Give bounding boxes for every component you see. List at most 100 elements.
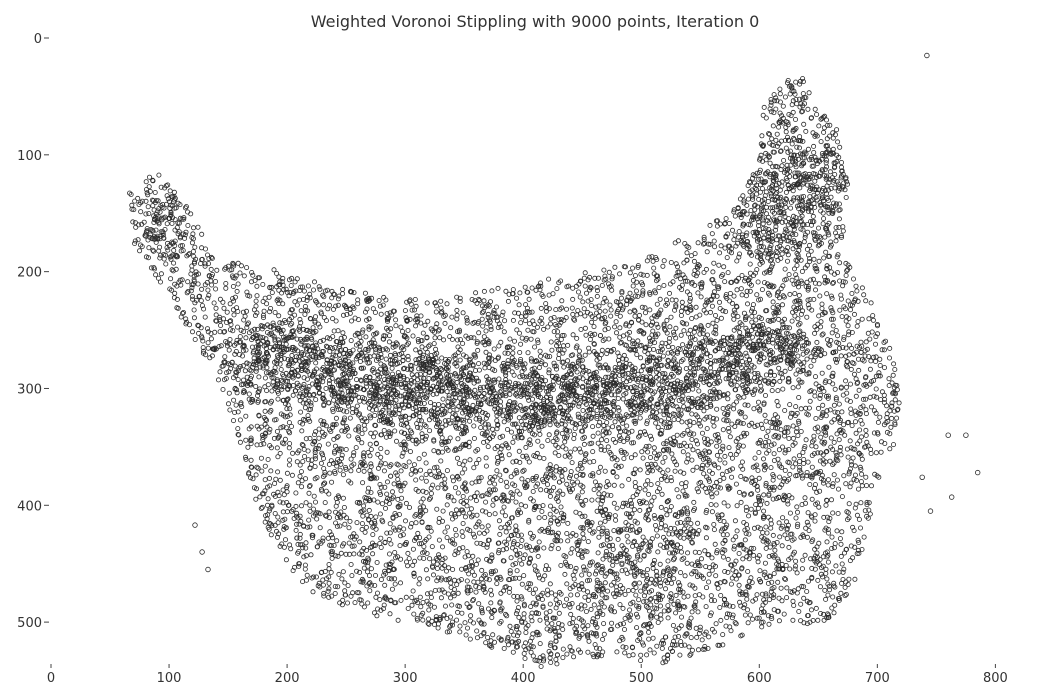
stipple-point <box>650 328 656 334</box>
stipple-point <box>275 520 281 526</box>
stipple-point <box>507 391 513 397</box>
stipple-point <box>708 610 714 616</box>
stipple-point <box>543 301 549 307</box>
stipple-point <box>262 375 268 381</box>
stipple-point <box>329 479 335 485</box>
stipple-point <box>863 444 869 450</box>
stipple-point <box>496 376 502 382</box>
stipple-point <box>787 325 793 331</box>
stipple-point <box>684 278 690 284</box>
stipple-point <box>518 314 524 320</box>
stipple-point <box>744 596 750 602</box>
stipple-point <box>198 298 204 304</box>
stipple-point <box>763 418 769 424</box>
stipple-point <box>392 550 398 556</box>
stipple-point <box>823 430 829 436</box>
stipple-point <box>670 373 676 379</box>
stipple-point <box>330 334 336 340</box>
stipple-point <box>235 308 241 314</box>
stipple-point <box>756 494 762 500</box>
stipple-point <box>755 467 761 473</box>
stipple-point <box>846 469 852 475</box>
stipple-point <box>455 590 461 596</box>
stipple-point <box>507 623 513 629</box>
stipple-point <box>322 500 328 506</box>
stipple-point <box>198 261 204 267</box>
stipple-point <box>718 593 724 599</box>
stipple-point <box>580 418 586 424</box>
stipple-point <box>397 543 403 549</box>
stipple-point <box>830 462 836 468</box>
stipple-point <box>275 396 281 402</box>
stipple-point <box>604 438 610 444</box>
stipple-point <box>348 562 354 568</box>
stipple-point <box>681 535 687 541</box>
stipple-point <box>790 617 796 623</box>
stipple-point <box>454 337 460 343</box>
stipple-point <box>720 632 726 638</box>
stipple-point <box>650 635 656 641</box>
stipple-point <box>488 592 494 598</box>
stipple-point <box>501 646 507 652</box>
stipple-point <box>784 162 790 168</box>
stipple-point <box>807 389 813 395</box>
stipple-point <box>304 572 310 578</box>
stipple-point <box>483 455 489 461</box>
stipple-point <box>378 446 384 452</box>
stipple-point <box>712 432 718 438</box>
stipple-point <box>731 402 737 408</box>
stipple-point <box>457 337 463 343</box>
stipple-point <box>155 275 161 281</box>
stipple-point <box>706 579 712 585</box>
stipple-point <box>538 664 544 670</box>
stipple-point <box>541 545 547 551</box>
stipple-point <box>713 324 719 330</box>
stipple-point <box>307 502 313 508</box>
stipple-point <box>471 579 477 585</box>
stipple-point <box>806 90 812 96</box>
stipple-point <box>248 424 254 430</box>
stipple-point <box>759 133 765 139</box>
stipple-point <box>747 261 753 267</box>
stipple-point <box>609 456 615 462</box>
stipple-point <box>777 378 783 384</box>
stipple-point <box>577 294 583 300</box>
stipple-point <box>275 514 281 520</box>
stipple-point <box>695 382 701 388</box>
stipple-point <box>235 260 241 266</box>
stipple-point <box>555 333 561 339</box>
stipple-point <box>765 613 771 619</box>
stipple-point <box>877 362 883 368</box>
stipple-point <box>664 317 670 323</box>
stipple-point <box>343 551 349 557</box>
stipple-point <box>671 568 677 574</box>
stipple-point <box>534 324 540 330</box>
stipple-point <box>537 431 543 437</box>
stipple-point <box>779 543 785 549</box>
stipple-point <box>519 561 525 567</box>
stipple-point <box>336 571 342 577</box>
stipple-point <box>346 525 352 531</box>
stipple-point <box>853 393 859 399</box>
stipple-point <box>130 219 136 225</box>
stipple-point <box>837 447 843 453</box>
stipple-point <box>299 441 305 447</box>
stipple-point <box>783 563 789 569</box>
stipple-point <box>583 497 589 503</box>
stipple-point <box>585 597 591 603</box>
stipple-point <box>774 131 780 137</box>
stipple-point <box>634 625 640 631</box>
stipple-point <box>153 272 159 278</box>
stipple-point <box>639 304 645 310</box>
stipple-point <box>258 323 264 329</box>
stipple-point <box>416 456 422 462</box>
stipple-point <box>865 330 871 336</box>
stipple-point <box>143 186 149 192</box>
stipple-point <box>870 313 876 319</box>
stipple-point <box>856 387 862 393</box>
stipple-point <box>558 504 564 510</box>
stipple-point <box>395 617 401 623</box>
stipple-point <box>766 131 772 137</box>
stipple-point <box>638 383 644 389</box>
stipple-point <box>169 267 175 273</box>
